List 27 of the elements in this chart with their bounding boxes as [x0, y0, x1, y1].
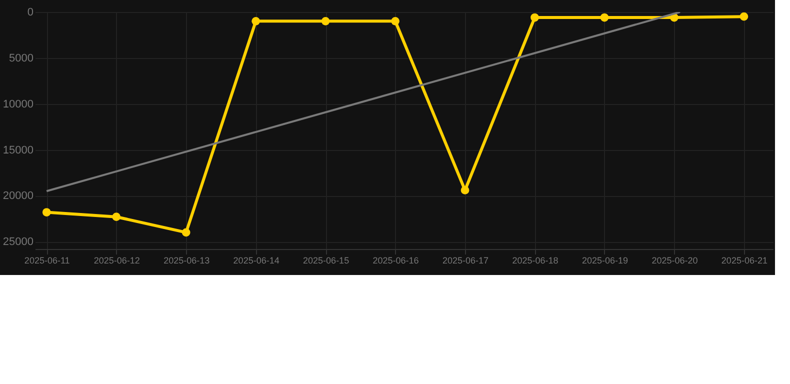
point — [391, 17, 400, 26]
point — [321, 17, 330, 26]
y-tick-label: 15000 — [2, 144, 34, 156]
x-tick-label: 2025-06-21 — [721, 256, 768, 266]
x-tick-label: 2025-06-11 — [24, 256, 70, 266]
x-tick-label: 2025-06-16 — [372, 256, 419, 266]
x-tick-label: 2025-06-12 — [94, 256, 140, 266]
point — [740, 12, 748, 21]
x-tick-label: 2025-06-18 — [512, 256, 558, 266]
x-tick-label: 2025-06-17 — [442, 256, 489, 266]
point — [530, 13, 539, 22]
point — [252, 17, 260, 26]
y-tick-label: 20000 — [2, 190, 34, 202]
point — [182, 228, 190, 237]
x-tick-label: 2025-06-13 — [164, 256, 210, 266]
point — [42, 208, 51, 216]
x-tick-label: 2025-06-14 — [233, 256, 280, 266]
point — [460, 186, 470, 194]
x-tick-label: 2025-06-15 — [303, 256, 350, 266]
y-tick-label: 0 — [27, 6, 34, 18]
x-tick-label: 2025-06-19 — [582, 256, 628, 266]
point — [112, 212, 121, 222]
y-tick-label: 25000 — [2, 236, 34, 248]
y-tick-label: 10000 — [2, 98, 34, 110]
y-tick-label: 5000 — [9, 52, 34, 64]
point — [600, 13, 609, 22]
x-tick-label: 2025-06-20 — [652, 256, 698, 266]
